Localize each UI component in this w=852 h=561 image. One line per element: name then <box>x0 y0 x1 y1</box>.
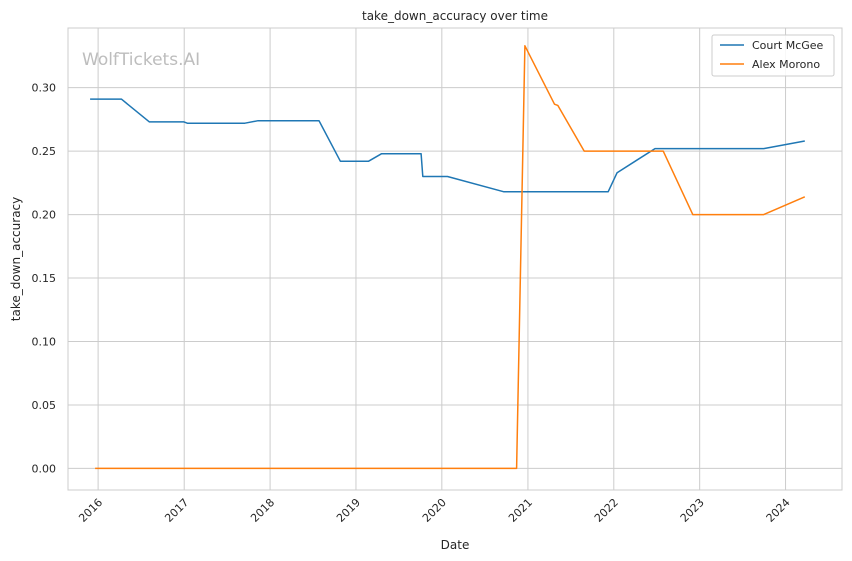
legend: Court McGee Alex Morono <box>711 34 835 77</box>
x-axis-label: Date <box>441 538 470 552</box>
legend-label-court-mcgee: Court McGee <box>752 39 824 52</box>
y-tick-label: 0.30 <box>32 82 57 95</box>
series-line-court-mcgee <box>90 98 805 193</box>
x-tick-label: 2017 <box>162 496 191 525</box>
series-line-alex-morono <box>95 45 806 470</box>
x-tick-label: 2020 <box>420 496 449 525</box>
x-tick-label: 2023 <box>678 496 707 525</box>
y-axis-label: take_down_accuracy <box>9 197 23 321</box>
x-tick-label: 2024 <box>764 496 793 525</box>
y-tick-label: 0.00 <box>32 462 57 475</box>
plot-area-frame <box>67 27 843 491</box>
x-tick-label: 2019 <box>334 496 363 525</box>
y-tick-label: 0.25 <box>32 145 57 158</box>
x-tick-label: 2016 <box>76 496 105 525</box>
y-axis-ticks: 0.00 0.05 0.10 0.15 0.20 0.25 0.30 <box>32 82 57 476</box>
x-tick-label: 2018 <box>248 496 277 525</box>
y-tick-label: 0.20 <box>32 209 57 222</box>
y-tick-label: 0.05 <box>32 399 57 412</box>
x-tick-label: 2021 <box>506 496 535 525</box>
watermark: WolfTickets.AI <box>82 50 200 70</box>
y-tick-label: 0.10 <box>32 336 57 349</box>
series-lines <box>90 45 806 470</box>
x-axis-ticks: 2016 2017 2018 2019 2020 2021 2022 2023 2024 <box>76 496 792 525</box>
y-tick-label: 0.15 <box>32 272 57 285</box>
grid <box>68 28 842 490</box>
legend-label-alex-morono: Alex Morono <box>752 58 820 71</box>
chart-title: take_down_accuracy over time <box>362 9 548 23</box>
x-tick-label: 2022 <box>592 496 621 525</box>
